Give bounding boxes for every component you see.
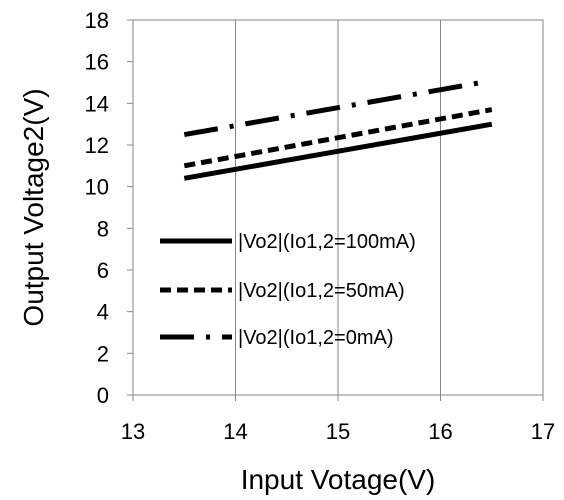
series-line-2 xyxy=(183,107,493,169)
y-tick-label: 10 xyxy=(85,175,109,200)
legend-label-1: |Vo2|(Io1,2=100mA) xyxy=(238,231,416,253)
y-tick-label: 16 xyxy=(85,50,109,75)
legend-label-3: |Vo2|(Io1,2=0mA) xyxy=(238,327,393,349)
grid-lines xyxy=(235,20,441,395)
y-tick-label: 2 xyxy=(97,341,109,366)
x-axis-ticks: 13 14 15 16 17 xyxy=(121,395,555,444)
x-tick-label: 15 xyxy=(326,419,350,444)
series-line-1 xyxy=(183,121,493,181)
y-axis-ticks: 0 2 4 6 8 10 12 14 16 18 xyxy=(85,8,133,408)
y-tick-label: 4 xyxy=(97,300,109,325)
y-tick-label: 8 xyxy=(97,216,109,241)
y-tick-label: 14 xyxy=(85,91,109,116)
y-tick-label: 0 xyxy=(97,383,109,408)
legend: |Vo2|(Io1,2=100mA) |Vo2|(Io1,2=50mA) |Vo2|… xyxy=(160,231,416,349)
y-tick-label: 12 xyxy=(85,133,109,158)
y-tick-label: 6 xyxy=(97,258,109,283)
y-axis-title: Output Voltage2(V) xyxy=(18,88,49,326)
x-tick-label: 17 xyxy=(531,419,555,444)
x-tick-label: 13 xyxy=(121,419,145,444)
x-tick-label: 14 xyxy=(223,419,247,444)
y-tick-label: 18 xyxy=(85,8,109,33)
legend-label-2: |Vo2|(Io1,2=50mA) xyxy=(238,280,405,302)
x-tick-label: 16 xyxy=(428,419,452,444)
x-axis-title: Input Votage(V) xyxy=(241,464,436,495)
series-layer xyxy=(183,80,493,181)
series-line-3 xyxy=(183,80,482,138)
